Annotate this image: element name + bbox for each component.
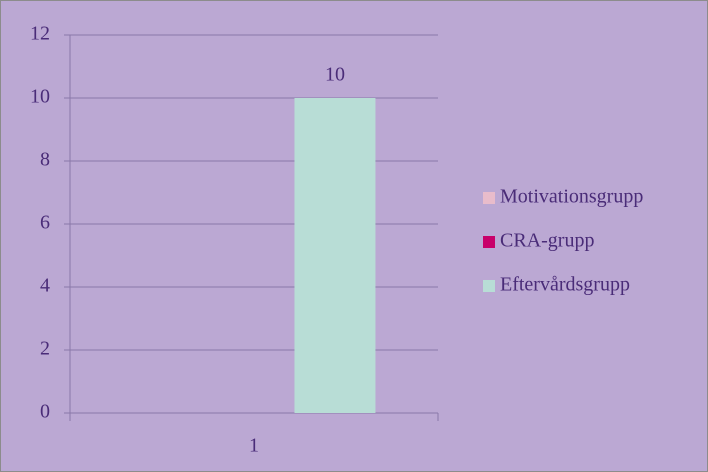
legend-swatch (483, 192, 495, 204)
bar (294, 98, 376, 413)
x-tick-label: 1 (249, 435, 259, 457)
legend-label: Eftervårdsgrupp (500, 274, 630, 296)
data-label: 10 (325, 64, 345, 86)
y-tick-label: 10 (30, 86, 50, 108)
legend-swatch (483, 280, 495, 292)
y-tick-label: 4 (40, 275, 50, 297)
legend-label: Motivationsgrupp (500, 186, 643, 208)
y-tick-label: 0 (40, 401, 50, 423)
y-tick-label: 2 (40, 338, 50, 360)
legend-label: CRA-grupp (500, 230, 594, 252)
y-tick-label: 8 (40, 149, 50, 171)
y-tick-label: 6 (40, 212, 50, 234)
y-tick-label: 12 (30, 23, 50, 45)
legend-swatch (483, 236, 495, 248)
